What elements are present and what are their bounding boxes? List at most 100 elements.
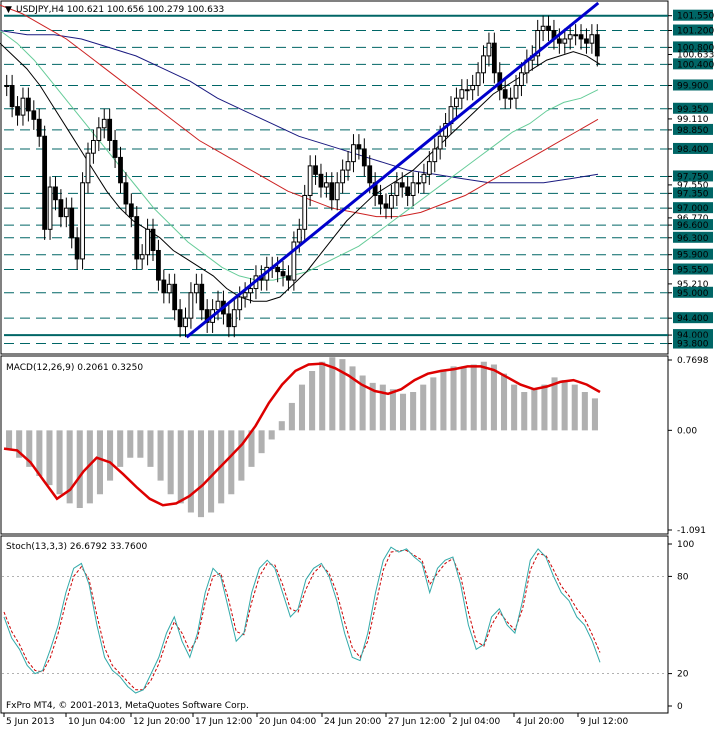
price-axis-label: 99.110: [677, 115, 709, 125]
candle-body: [47, 186, 53, 230]
price-level-tag: [673, 202, 713, 214]
stoch-axis-label: 100: [677, 540, 694, 550]
candle-body: [378, 194, 383, 205]
candle-body: [519, 72, 524, 86]
price-axis-label: 96.300: [677, 234, 709, 244]
trendlines: [185, 1, 600, 339]
price-level-tag: [673, 263, 713, 275]
candle-body: [134, 216, 140, 260]
candle-body: [302, 194, 308, 230]
candle-body: [74, 237, 80, 260]
candle-body: [20, 97, 26, 116]
candle-body: [4, 84, 10, 87]
candle-body: [15, 106, 20, 116]
candle-body: [161, 279, 167, 294]
stoch-series: [2, 546, 668, 694]
price-level-tag: [673, 41, 713, 53]
stoch-signal-line: [3, 550, 601, 691]
candle-body: [296, 228, 302, 243]
price-level-tag: [673, 170, 713, 182]
price-level-tag: [673, 123, 713, 135]
candle-body: [313, 165, 318, 175]
candle-body: [128, 203, 134, 218]
stoch-axis-label: 20: [677, 670, 689, 680]
candle-body: [556, 38, 562, 44]
candle-body: [340, 169, 346, 184]
candle-body: [248, 288, 253, 294]
price-level-tag: [673, 142, 713, 154]
price-axis-label: 99.350: [677, 105, 709, 115]
time-axis-label: 27 Jun 12:00: [388, 717, 445, 727]
stoch-pane-frame: [0, 535, 669, 714]
candle-body: [53, 186, 58, 201]
candle-body: [578, 34, 584, 40]
macd-series: [3, 357, 601, 518]
candle-body: [470, 84, 476, 91]
price-axis-label: 94.000: [677, 331, 709, 341]
candle-body: [139, 254, 145, 260]
symbol-header: USDJPY,H4 100.621 100.656 100.279 100.63…: [16, 5, 224, 15]
candle-body: [594, 34, 600, 57]
candle-body: [166, 283, 172, 294]
candle-body: [491, 42, 497, 74]
ma-green-line: [0, 30, 599, 281]
macd-axis-label: 0.00: [677, 426, 697, 436]
candle-body: [535, 29, 541, 57]
candle-body: [562, 38, 568, 44]
candle-body: [107, 118, 113, 141]
candle-body: [9, 84, 15, 108]
price-level-tag: [673, 187, 713, 199]
candle-body: [367, 165, 373, 184]
price-level-tag: [673, 329, 713, 341]
candle-body: [454, 97, 459, 108]
candle-body: [405, 186, 411, 196]
candle-body: [215, 300, 221, 311]
candle-body: [237, 296, 243, 311]
candle-body: [540, 25, 546, 31]
candle-body: [63, 207, 69, 218]
candle-body: [486, 42, 492, 57]
candle-body: [112, 139, 118, 158]
candle-body: [334, 182, 340, 201]
candle-body: [101, 118, 107, 129]
candle-body: [481, 55, 486, 74]
candle-body: [42, 135, 48, 230]
candle-body: [508, 97, 513, 100]
price-level-tag: [673, 286, 713, 298]
candle-body: [459, 89, 465, 99]
candle-body: [85, 152, 91, 184]
candle-body: [323, 182, 329, 188]
candle-body: [172, 283, 178, 311]
price-axis-label: 99.900: [677, 81, 709, 91]
candle-body: [502, 89, 508, 99]
price-axis-label: 95.210: [677, 280, 709, 290]
candle-body: [356, 144, 362, 150]
ma-navy-line: [0, 30, 599, 184]
candle-body: [183, 317, 188, 328]
macd-pane-frame: [0, 355, 669, 535]
candle-body: [231, 309, 237, 328]
time-axis-label: 12 Jun 20:00: [133, 717, 190, 727]
candle-body: [177, 309, 183, 328]
candle-body: [188, 292, 194, 319]
price-axis-label: 93.800: [677, 340, 709, 350]
trendline[interactable]: [185, 1, 600, 339]
price-level-tag: [673, 219, 713, 231]
macd-header: MACD(12,26,9) 0.2061 0.3250: [6, 363, 143, 373]
price-axis-label: 96.600: [677, 221, 709, 231]
price-axis-label: 96.770: [677, 214, 709, 224]
candle-body: [280, 271, 286, 277]
candle-body: [150, 228, 156, 251]
candle-body: [199, 283, 205, 311]
candle-body: [329, 182, 335, 201]
candle-body: [156, 249, 161, 281]
candle-body: [389, 194, 394, 209]
time-axis-label: 5 Jun 2013: [6, 717, 54, 727]
candle-body: [286, 275, 291, 281]
candle-body: [437, 135, 443, 150]
horizontal-levels: [4, 14, 668, 345]
chart-menu-arrow-icon[interactable]: ▼: [5, 5, 12, 15]
candle-body: [432, 148, 438, 163]
